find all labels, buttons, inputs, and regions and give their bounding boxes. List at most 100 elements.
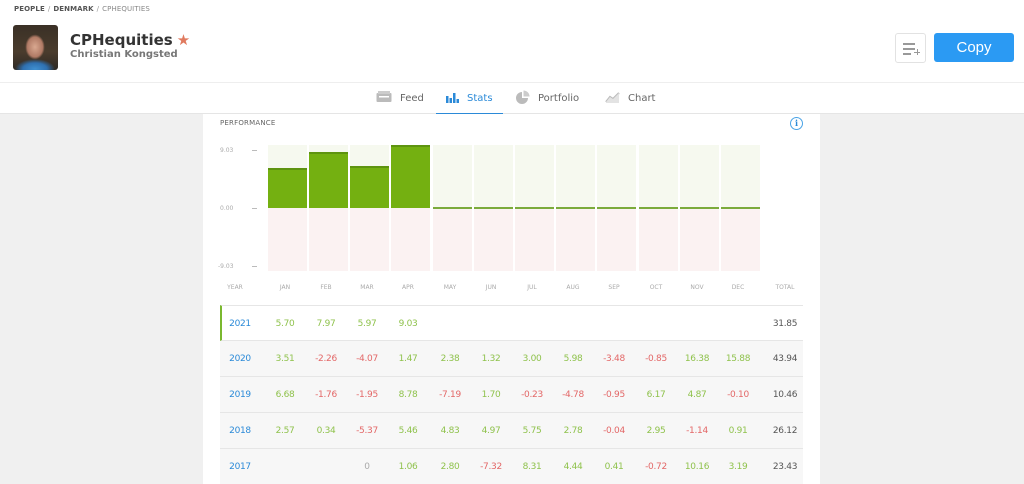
tab-feed-label: Feed xyxy=(400,93,424,104)
total-cell: 10.46 xyxy=(772,390,798,400)
month-cell-mar: 5.97 xyxy=(357,319,377,329)
month-cell-nov: -1.14 xyxy=(686,426,708,436)
month-cell-nov: 10.16 xyxy=(684,462,710,472)
bar-chart-icon xyxy=(446,92,459,106)
column-header-nov: NOV xyxy=(690,284,704,291)
chart-bar-feb[interactable] xyxy=(309,145,348,271)
performance-title: PERFORMANCE xyxy=(220,119,276,127)
table-row[interactable]: 2017 0 1.06 2.80 -7.32 8.31 4.44 0.41 -0.72 10.16… xyxy=(220,449,803,484)
month-cell-sep xyxy=(594,306,634,342)
month-cell-mar: -4.07 xyxy=(356,354,378,364)
add-to-list-icon-line xyxy=(903,53,911,55)
table-row[interactable]: 2019 6.68 -1.76 -1.95 8.78 -7.19 1.70 -0.23 -4.7… xyxy=(220,377,803,413)
column-header-total: TOTAL xyxy=(775,284,795,291)
month-cell-may: 4.83 xyxy=(440,426,460,436)
month-cell-jan: 3.51 xyxy=(275,354,295,364)
column-header-oct: OCT xyxy=(649,284,663,291)
chart-bar-may[interactable] xyxy=(433,145,472,271)
column-header-mar: MAR xyxy=(360,284,374,291)
month-cell-jul xyxy=(512,306,552,342)
performance-table-header: YEAR JAN FEB MAR APR MAY JUN JUL AUG SEP… xyxy=(220,284,803,300)
month-cell-dec: 0.91 xyxy=(728,426,748,436)
breadcrumb-separator: / xyxy=(47,5,51,13)
month-cell-jan xyxy=(265,449,305,484)
month-cell-may: -7.19 xyxy=(439,390,461,400)
chart-bar-jun[interactable] xyxy=(474,145,513,271)
month-cell-dec: 3.19 xyxy=(728,462,748,472)
y-axis-label-min: -9.03 xyxy=(218,263,234,270)
month-cell-mar: 0 xyxy=(364,462,370,472)
year-cell[interactable]: 2021 xyxy=(229,319,251,329)
month-cell-jan: 6.68 xyxy=(275,390,295,400)
full-name: Christian Kongsted xyxy=(70,49,178,60)
month-cell-jul: 3.00 xyxy=(522,354,542,364)
star-icon[interactable]: ★ xyxy=(176,31,191,49)
month-cell-apr: 1.47 xyxy=(398,354,418,364)
column-header-may: MAY xyxy=(443,284,457,291)
copy-button[interactable]: Copy xyxy=(934,33,1014,62)
tab-portfolio[interactable]: Portfolio xyxy=(516,83,579,114)
year-cell[interactable]: 2019 xyxy=(229,390,251,400)
feed-icon xyxy=(376,91,392,106)
month-cell-jun: 1.70 xyxy=(481,390,501,400)
column-header-jun: JUN xyxy=(485,284,497,291)
month-cell-jun xyxy=(471,306,511,342)
tab-chart[interactable]: Chart xyxy=(605,83,655,114)
username: CPHequities ★ xyxy=(70,31,190,49)
total-cell: 26.12 xyxy=(772,426,798,436)
month-cell-sep: 0.41 xyxy=(604,462,624,472)
table-row[interactable]: 2021 5.70 7.97 5.97 9.03 31.85 xyxy=(220,305,803,341)
month-cell-feb: -2.26 xyxy=(315,354,337,364)
month-cell-dec xyxy=(718,306,758,342)
line-chart-icon xyxy=(605,91,620,106)
month-cell-may xyxy=(430,306,470,342)
year-cell[interactable]: 2020 xyxy=(229,354,251,364)
chart-bar-aug[interactable] xyxy=(556,145,595,271)
info-icon[interactable]: i xyxy=(790,117,803,130)
column-header-dec: DEC xyxy=(731,284,745,291)
tab-stats[interactable]: Stats xyxy=(436,83,502,115)
month-cell-jan: 5.70 xyxy=(275,319,295,329)
month-cell-sep: -0.95 xyxy=(603,390,625,400)
chart-bar-apr[interactable] xyxy=(391,145,430,271)
chart-bar-sep[interactable] xyxy=(597,145,636,271)
month-cell-may: 2.80 xyxy=(440,462,460,472)
tab-stats-label: Stats xyxy=(467,93,493,104)
month-cell-aug: 5.98 xyxy=(563,354,583,364)
chart-bar-nov[interactable] xyxy=(680,145,719,271)
year-cell[interactable]: 2018 xyxy=(229,426,251,436)
month-cell-may: 2.38 xyxy=(440,354,460,364)
add-to-watchlist-button[interactable] xyxy=(895,33,926,63)
month-cell-nov: 16.38 xyxy=(684,354,710,364)
breadcrumb-separator: / xyxy=(96,5,100,13)
month-cell-jul: 8.31 xyxy=(522,462,542,472)
tab-chart-label: Chart xyxy=(628,93,656,104)
performance-panel: PERFORMANCE i 9.03 0.00 -9.03 YEAR JAN F… xyxy=(203,114,820,484)
add-to-list-icon-line xyxy=(903,48,915,50)
chart-bar-dec[interactable] xyxy=(721,145,760,271)
month-cell-nov: 4.87 xyxy=(687,390,707,400)
breadcrumb-people[interactable]: PEOPLE xyxy=(14,5,45,13)
chart-bar-mar[interactable] xyxy=(350,145,389,271)
month-cell-aug: 4.44 xyxy=(563,462,583,472)
total-cell: 43.94 xyxy=(772,354,798,364)
y-axis-label-zero: 0.00 xyxy=(220,205,234,212)
month-cell-aug: -4.78 xyxy=(562,390,584,400)
breadcrumb-denmark[interactable]: DENMARK xyxy=(53,5,94,13)
month-cell-dec: -0.10 xyxy=(727,390,749,400)
tab-feed[interactable]: Feed xyxy=(376,83,424,114)
chart-bar-jan[interactable] xyxy=(268,145,307,271)
column-header-aug: AUG xyxy=(566,284,580,291)
month-cell-oct xyxy=(636,306,676,342)
tab-portfolio-label: Portfolio xyxy=(538,93,580,104)
month-cell-nov xyxy=(677,306,717,342)
month-cell-jul: 5.75 xyxy=(522,426,542,436)
table-row[interactable]: 2018 2.57 0.34 -5.37 5.46 4.83 4.97 5.75 2.78 -0.… xyxy=(220,413,803,449)
chart-bar-oct[interactable] xyxy=(639,145,678,271)
chart-bar-jul[interactable] xyxy=(515,145,554,271)
year-cell[interactable]: 2017 xyxy=(229,462,251,472)
total-cell: 31.85 xyxy=(772,319,798,329)
add-to-list-icon-plus-v xyxy=(916,49,918,55)
pie-chart-icon xyxy=(516,90,530,107)
table-row[interactable]: 2020 3.51 -2.26 -4.07 1.47 2.38 1.32 3.00 5.98 -3… xyxy=(220,341,803,377)
